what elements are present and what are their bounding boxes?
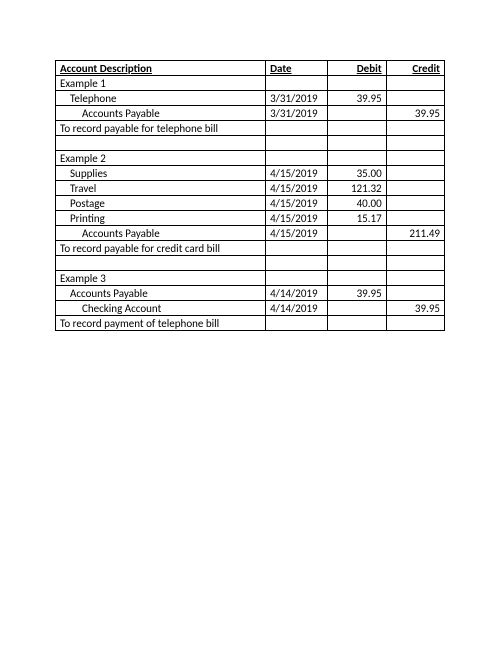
table-row: Accounts Payable4/14/201939.95: [56, 286, 445, 301]
cell-date: 4/15/2019: [266, 196, 328, 211]
table-header-row: Account Description Date Debit Credit: [56, 61, 445, 76]
cell-date: [266, 136, 328, 151]
cell-description: Travel: [56, 181, 266, 196]
table-row: To record payable for credit card bill: [56, 241, 445, 256]
cell-debit: [328, 121, 386, 136]
cell-date: 4/15/2019: [266, 166, 328, 181]
cell-debit: [328, 151, 386, 166]
table-row: To record payment of telephone bill: [56, 316, 445, 331]
cell-debit: [328, 301, 386, 316]
cell-date: 4/15/2019: [266, 181, 328, 196]
table-row: Printing4/15/201915.17: [56, 211, 445, 226]
cell-description: Accounts Payable: [56, 286, 266, 301]
cell-credit: [386, 271, 444, 286]
cell-debit: 39.95: [328, 91, 386, 106]
cell-debit: [328, 106, 386, 121]
cell-description: Telephone: [56, 91, 266, 106]
cell-date: 3/31/2019: [266, 106, 328, 121]
cell-credit: [386, 181, 444, 196]
cell-date: [266, 316, 328, 331]
cell-description: Checking Account: [56, 301, 266, 316]
cell-debit: [328, 136, 386, 151]
cell-date: [266, 271, 328, 286]
cell-credit: [386, 286, 444, 301]
table-row: Example 1: [56, 76, 445, 91]
table-row: [56, 136, 445, 151]
table-row: Accounts Payable4/15/2019 211.49: [56, 226, 445, 241]
cell-description: To record payable for telephone bill: [56, 121, 266, 136]
cell-description: [56, 256, 266, 271]
cell-date: 4/15/2019: [266, 226, 328, 241]
cell-date: [266, 241, 328, 256]
table-row: Example 3: [56, 271, 445, 286]
header-date: Date: [266, 61, 328, 76]
header-credit: Credit: [386, 61, 444, 76]
cell-debit: 35.00: [328, 166, 386, 181]
cell-description: To record payment of telephone bill: [56, 316, 266, 331]
cell-debit: 15.17: [328, 211, 386, 226]
cell-date: [266, 151, 328, 166]
cell-description: Example 2: [56, 151, 266, 166]
cell-date: 4/14/2019: [266, 286, 328, 301]
cell-description: Example 1: [56, 76, 266, 91]
cell-credit: [386, 256, 444, 271]
cell-description: Supplies: [56, 166, 266, 181]
cell-date: [266, 256, 328, 271]
cell-description: Printing: [56, 211, 266, 226]
cell-date: [266, 121, 328, 136]
table-row: Accounts Payable3/31/2019 39.95: [56, 106, 445, 121]
cell-credit: [386, 151, 444, 166]
cell-credit: [386, 196, 444, 211]
table-row: [56, 256, 445, 271]
header-account-description: Account Description: [56, 61, 266, 76]
table-row: Supplies4/15/201935.00: [56, 166, 445, 181]
table-row: Postage4/15/201940.00: [56, 196, 445, 211]
cell-debit: [328, 226, 386, 241]
cell-debit: 40.00: [328, 196, 386, 211]
cell-date: [266, 76, 328, 91]
table-row: Checking Account4/14/2019 39.95: [56, 301, 445, 316]
cell-debit: [328, 256, 386, 271]
document-page: Account Description Date Debit Credit Ex…: [0, 0, 500, 331]
cell-credit: [386, 121, 444, 136]
cell-credit: [386, 166, 444, 181]
cell-description: To record payable for credit card bill: [56, 241, 266, 256]
cell-credit: [386, 91, 444, 106]
header-debit: Debit: [328, 61, 386, 76]
cell-debit: [328, 271, 386, 286]
cell-date: 4/15/2019: [266, 211, 328, 226]
cell-credit: [386, 316, 444, 331]
cell-description: [56, 136, 266, 151]
table-row: Travel4/15/2019121.32: [56, 181, 445, 196]
cell-description: Accounts Payable: [56, 106, 266, 121]
cell-debit: [328, 76, 386, 91]
cell-credit: 39.95: [386, 106, 444, 121]
cell-credit: [386, 211, 444, 226]
table-row: To record payable for telephone bill: [56, 121, 445, 136]
cell-debit: 121.32: [328, 181, 386, 196]
journal-table: Account Description Date Debit Credit Ex…: [55, 60, 445, 331]
cell-debit: [328, 316, 386, 331]
cell-description: Postage: [56, 196, 266, 211]
cell-description: Accounts Payable: [56, 226, 266, 241]
cell-credit: [386, 136, 444, 151]
cell-debit: [328, 241, 386, 256]
cell-credit: [386, 76, 444, 91]
cell-credit: 211.49: [386, 226, 444, 241]
cell-credit: [386, 241, 444, 256]
cell-date: 4/14/2019: [266, 301, 328, 316]
table-body: Example 1Telephone3/31/201939.95Accounts…: [56, 76, 445, 331]
table-row: Example 2: [56, 151, 445, 166]
cell-credit: 39.95: [386, 301, 444, 316]
cell-description: Example 3: [56, 271, 266, 286]
table-row: Telephone3/31/201939.95: [56, 91, 445, 106]
cell-date: 3/31/2019: [266, 91, 328, 106]
cell-debit: 39.95: [328, 286, 386, 301]
